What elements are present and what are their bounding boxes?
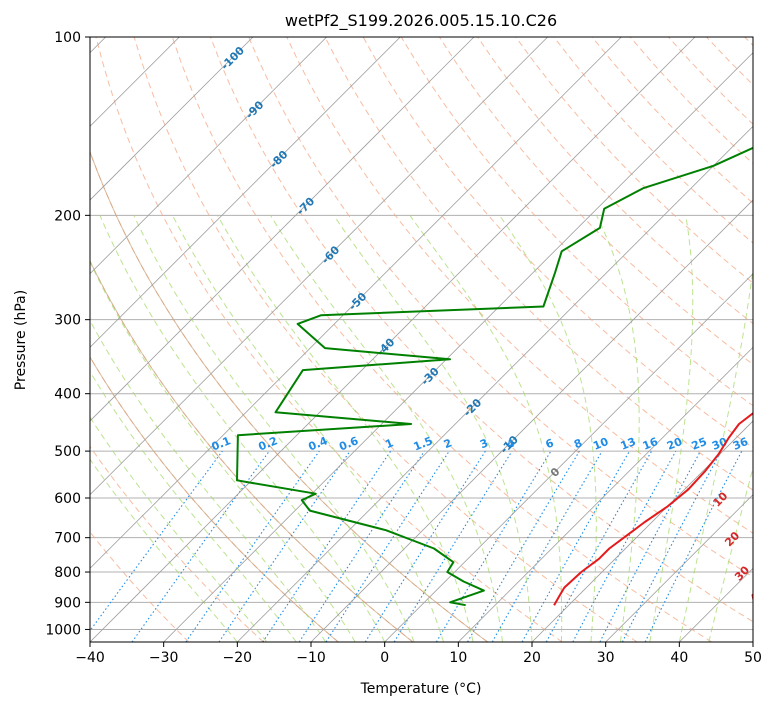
isotherm-line [605,494,753,642]
moist-adiabat-line [270,215,503,642]
isotherm-line [237,125,753,642]
mixing-ratio-line [393,450,513,642]
moist-adiabat-line [99,215,386,642]
moist-adiabat-line [172,215,445,642]
mixing-ratio-line [131,450,270,642]
moist-adiabat-line [649,215,694,642]
mixing-ratio-line [325,450,450,642]
mixing-ratio-label: 2 [442,436,454,451]
isotherm-line [90,37,401,348]
skewed-isotherms [90,37,753,642]
moist-adiabat-line [333,215,533,642]
pressure-gridlines [90,37,753,630]
mixing-ratio-lines [90,450,743,642]
dewpoint-profile-line [236,146,753,607]
y-tick-label: 100 [54,30,81,46]
y-tick-label: 500 [54,444,81,460]
x-tick-label: −40 [75,650,105,666]
y-tick-label: 1000 [45,622,81,638]
dry-adiabat-line [133,37,638,642]
mixing-ratio-label: 20 [665,435,684,453]
isotherm-line [90,37,475,422]
mixing-ratio-label: 30 [710,435,729,453]
y-tick-label: 200 [54,208,81,224]
isotherm-line [90,37,622,569]
isotherm-line [531,420,753,642]
moist-adiabat-line [90,319,327,642]
mixing-ratio-label: 36 [731,435,750,453]
dry-adiabat-line [90,150,488,642]
dry-adiabats [90,37,753,642]
moist-adiabat-line [90,458,238,642]
isotherm-line [90,37,327,275]
dry-adiabat-line [95,37,563,642]
mixing-ratio-label: 16 [641,435,660,453]
moist-adiabat-line [678,265,753,642]
dry-adiabat-line [90,445,264,642]
moist-adiabat-line [409,215,563,642]
dry-adiabat-line [171,37,712,642]
dry-adiabat-line [515,37,753,284]
dry-adiabat-line [90,356,339,642]
mixing-ratio-line [521,450,630,642]
moist-adiabat-line [90,260,356,642]
mixing-ratio-line [572,450,677,642]
x-axis-ticks: −40 −30 −20 −10 0 10 20 30 40 50 [75,642,762,666]
isotherm-line [384,273,753,642]
plot-area: -100-90-80-70-60-50-40-30-20-100 0.1 0.2 0… [90,37,767,642]
y-axis-label: Pressure (hPa) [13,290,29,390]
moist-adiabats [90,215,753,642]
mixing-ratio-line [90,450,223,632]
mixing-ratio-line [545,450,653,642]
isotherm-line [90,37,548,496]
mixing-ratio-label: 13 [619,435,638,453]
moist-adiabat-label: 40 [747,585,767,605]
x-tick-label: −20 [223,650,253,666]
dry-adiabat-line [210,37,753,623]
y-tick-label: 700 [54,531,81,547]
mixing-ratio-label: 25 [690,435,709,453]
x-tick-label: 40 [670,650,688,666]
isotherm-line [310,199,753,642]
x-tick-label: 30 [597,650,615,666]
x-axis-label: Temperature (°C) [360,681,482,697]
x-tick-label: −10 [296,650,326,666]
y-axis-ticks: 100 200 300 400 500 600 700 800 900 1000 [45,30,90,638]
dry-adiabat-line [286,37,753,534]
moist-adiabat-line [133,215,415,642]
mixing-ratio-line [298,450,425,642]
moist-adiabat-line [217,215,474,642]
mixing-ratio-label: 1 [383,436,395,451]
y-tick-label: 800 [54,565,81,581]
mixing-ratio-line [218,450,351,642]
x-tick-label: 20 [523,650,541,666]
y-tick-label: 600 [54,491,81,507]
x-tick-label: 10 [449,650,467,666]
isotherm-line [163,52,753,642]
chart-title: wetPf2_S199.2026.005.15.10.C26 [285,11,557,31]
isotherm-line [90,37,696,642]
mixing-ratio-line [262,450,392,642]
moist-adiabat-line [596,215,640,642]
mixing-ratio-label: 10 [591,435,610,453]
mixing-ratio-label: 3 [478,436,490,451]
moist-adiabat-line [90,370,297,642]
dry-adiabat-line [248,37,753,578]
y-tick-label: 300 [54,313,81,329]
mixing-ratio-line [644,450,743,642]
temperature-profile-line [553,412,753,606]
mixing-ratio-label: 8 [572,436,584,451]
isotherm-line [90,37,254,201]
x-tick-label: −30 [149,650,179,666]
moist-adiabat-line [90,416,268,642]
plot-frame [89,36,754,643]
profile-series [236,146,753,607]
y-tick-label: 900 [54,595,81,611]
x-tick-label: 0 [380,650,389,666]
x-tick-label: 50 [744,650,762,666]
isotherm-line [458,346,753,642]
mixing-ratio-line [185,450,320,642]
y-tick-label: 400 [54,387,81,403]
